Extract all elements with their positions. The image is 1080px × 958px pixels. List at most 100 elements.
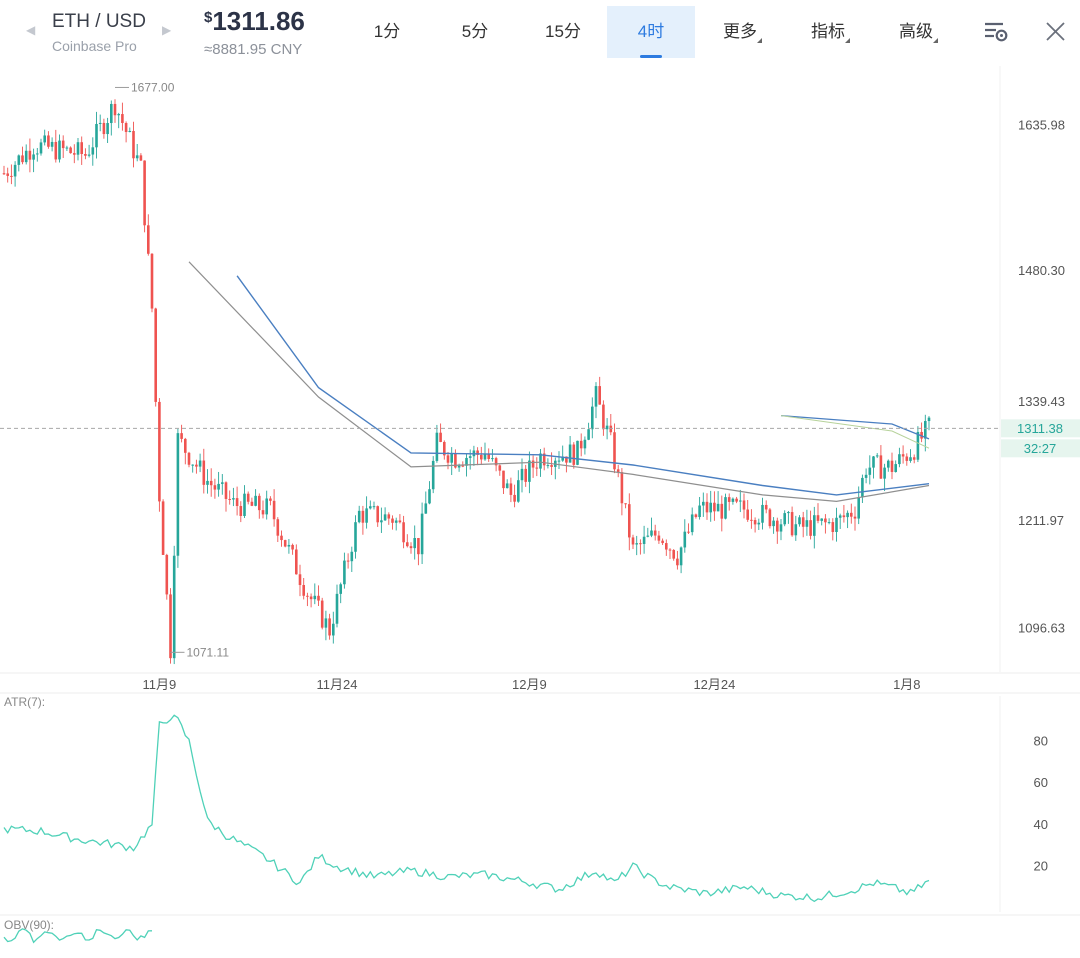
candle-body	[657, 535, 661, 541]
candle-body	[787, 512, 790, 514]
candle-body	[454, 453, 457, 468]
trading-pair[interactable]: ETH / USD	[52, 11, 146, 32]
candle-body	[642, 536, 646, 544]
candle-body	[272, 500, 276, 520]
candle-body	[446, 455, 450, 463]
candle-body	[476, 450, 479, 455]
candle-body	[531, 460, 535, 468]
candle-body	[13, 164, 17, 177]
candle-body	[43, 135, 46, 143]
candle-body	[158, 401, 161, 502]
candle-body	[513, 494, 516, 502]
timeframe-1m[interactable]: 1分	[343, 6, 431, 58]
atr-tick-label: 60	[1034, 775, 1048, 790]
candle-body	[883, 467, 886, 479]
candle-body	[91, 147, 95, 155]
candle-body	[820, 518, 823, 521]
candle-body	[394, 520, 398, 523]
candle-body	[32, 154, 35, 160]
candle-body	[10, 175, 13, 177]
candle-body	[420, 513, 424, 555]
candle-body	[76, 142, 80, 155]
candle-body	[195, 464, 198, 467]
candle-body	[80, 142, 83, 155]
candle-body	[21, 155, 24, 163]
candle-body	[524, 468, 527, 482]
candle-body	[206, 480, 209, 485]
candle-body	[924, 421, 927, 439]
timeframe-15m[interactable]: 15分	[519, 6, 607, 58]
candle-body	[302, 585, 305, 596]
candle-body	[616, 469, 620, 473]
candle-body	[328, 618, 331, 636]
candle-body	[916, 431, 920, 460]
timeframe-label: 5分	[461, 22, 489, 41]
converted-price: ≈8881.95 CNY	[204, 41, 303, 58]
candle-body	[805, 520, 809, 527]
candle-body	[639, 543, 642, 545]
more-timeframes-dropdown[interactable]: 更多	[696, 6, 784, 58]
candle-body	[731, 498, 735, 502]
candle-body	[350, 551, 354, 562]
candle-body	[816, 515, 820, 521]
candle-body	[801, 517, 805, 527]
candle-body	[250, 501, 254, 506]
candle-body	[927, 417, 931, 422]
candle-body	[457, 465, 461, 468]
chart-area[interactable]: 1635.98 1480.30 1339.43 1211.97 1096.63 1677…	[0, 66, 1080, 958]
candle-body	[868, 467, 872, 475]
candle-body	[298, 574, 302, 586]
obv-title: OBV(90):	[4, 918, 54, 932]
chart-settings-icon[interactable]	[982, 18, 1010, 46]
candle-body	[184, 438, 187, 453]
candle-body	[705, 501, 709, 513]
candle-body	[213, 485, 217, 490]
candle-body	[398, 520, 402, 523]
candle-body	[402, 522, 405, 543]
candle-body	[605, 425, 609, 430]
indicators-dropdown[interactable]: 指标	[784, 6, 872, 58]
candle-body	[798, 517, 801, 525]
candle-body	[61, 140, 65, 149]
candle-body	[890, 460, 894, 472]
close-icon[interactable]	[1042, 18, 1070, 46]
timeframe-5m[interactable]: 5分	[431, 6, 519, 58]
candle-body	[528, 460, 531, 482]
candle-body	[287, 544, 291, 547]
candle-body	[84, 154, 87, 156]
candle-body	[872, 456, 875, 468]
candle-body	[172, 555, 176, 659]
candle-body	[391, 518, 394, 523]
high-marker-label: 1677.00	[131, 80, 175, 94]
candle-body	[124, 122, 128, 133]
candle-body	[761, 504, 764, 523]
time-axis: 11月9 11月24 12月9 12月24 1月8	[143, 677, 921, 692]
candle-body	[169, 594, 172, 659]
current-price-label: 1311.38	[1017, 421, 1063, 436]
exchange-name: Coinbase Pro	[52, 38, 137, 54]
advanced-dropdown[interactable]: 高级	[872, 6, 960, 58]
candle-body	[239, 506, 243, 516]
candle-body	[576, 440, 579, 465]
candle-body	[909, 457, 912, 461]
price-tick-label: 1211.97	[1018, 513, 1064, 528]
timeframe-4h[interactable]: 4时	[607, 6, 695, 58]
candle-body	[24, 150, 28, 163]
next-symbol-arrow-icon[interactable]: ▶	[162, 23, 172, 37]
candle-body	[228, 498, 231, 500]
candle-body	[106, 123, 109, 135]
prev-symbol-arrow-icon[interactable]: ◀	[26, 23, 36, 37]
candle-body	[176, 433, 180, 556]
candle-body	[505, 483, 509, 489]
candle-body	[232, 498, 235, 500]
timeframe-label: 1分	[373, 22, 401, 41]
obv-line	[3, 928, 153, 944]
candle-body	[646, 535, 650, 537]
candle-body	[283, 540, 287, 547]
candle-body	[39, 142, 43, 154]
candle-body	[376, 506, 379, 523]
candle-body	[779, 524, 783, 532]
atr-line	[3, 714, 930, 903]
candle-body	[346, 560, 350, 562]
candle-body	[261, 510, 265, 515]
